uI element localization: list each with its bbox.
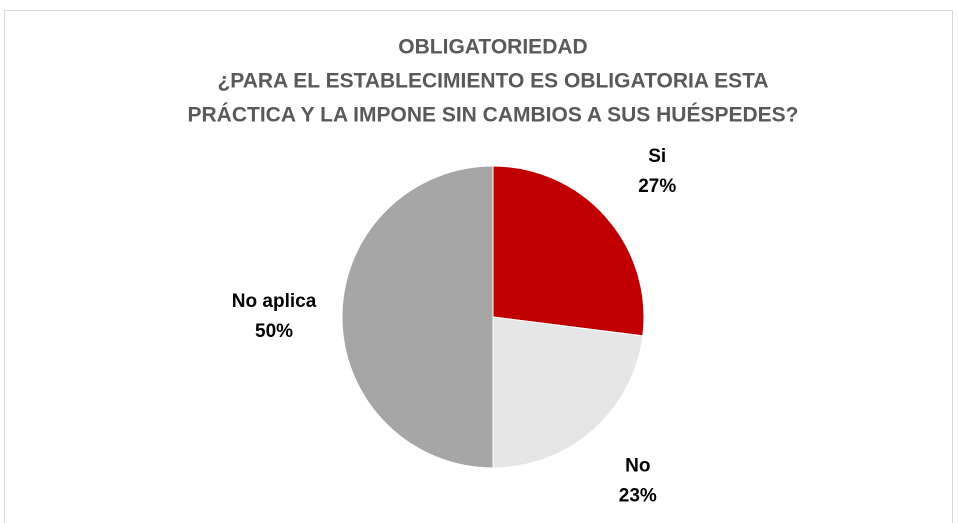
slice-label: Si bbox=[648, 146, 666, 167]
chart-title: PRÁCTICA Y LA IMPONE SIN CAMBIOS A SUS H… bbox=[187, 104, 798, 127]
slice-label: No bbox=[625, 455, 650, 476]
slice-value-label: 27% bbox=[638, 176, 676, 197]
pie-slice bbox=[341, 165, 494, 469]
pie-slice bbox=[492, 165, 645, 337]
slice-label: No aplica bbox=[232, 291, 317, 312]
slice-value-label: 23% bbox=[619, 485, 657, 506]
pie-slice bbox=[492, 316, 644, 469]
chart-title: ¿PARA EL ESTABLECIMIENTO ES OBLIGATORIA … bbox=[217, 70, 768, 93]
chart-title: OBLIGATORIEDAD bbox=[398, 36, 587, 59]
slice-value-label: 50% bbox=[255, 321, 293, 342]
